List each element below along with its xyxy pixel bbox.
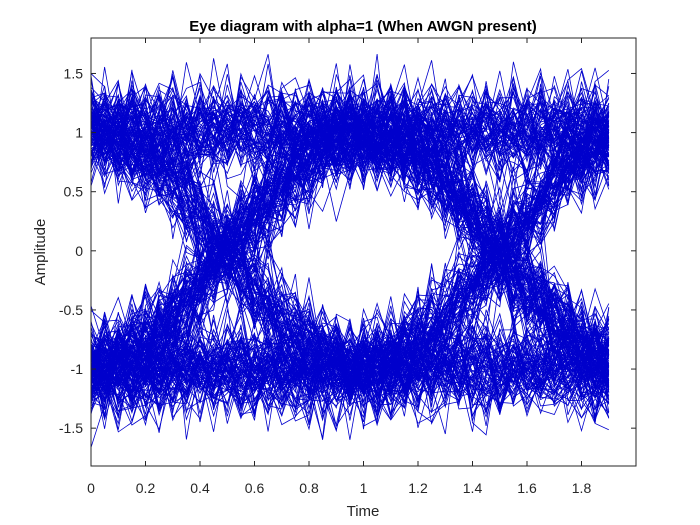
signal-trace (91, 96, 610, 349)
signal-trace (91, 89, 610, 202)
signal-trace (91, 315, 610, 409)
signal-trace (91, 67, 610, 183)
signal-trace (91, 100, 610, 395)
signal-trace (91, 86, 610, 203)
signal-trace (91, 95, 610, 362)
signal-trace (91, 99, 610, 363)
signal-trace (91, 119, 609, 395)
signal-trace (91, 98, 610, 374)
signal-trace (91, 118, 609, 409)
y-axis-label: Amplitude (32, 219, 49, 286)
signal-trace (91, 323, 609, 409)
signal-trace (91, 128, 610, 409)
signal-trace (91, 86, 610, 395)
x-tick-label: 1.8 (572, 480, 592, 496)
signal-trace (91, 87, 610, 182)
signal-trace (91, 70, 610, 198)
chart-title: Eye diagram with alpha=1 (When AWGN pres… (189, 18, 536, 35)
signal-trace (91, 62, 610, 353)
signal-trace (91, 88, 610, 178)
y-tick-label: 1.5 (64, 65, 84, 81)
signal-trace (91, 93, 610, 399)
signal-trace (91, 84, 609, 354)
x-tick-label: 1 (360, 480, 368, 496)
signal-trace (91, 326, 610, 418)
signal-trace (91, 305, 610, 432)
signal-trace (91, 73, 610, 181)
signal-trace (91, 87, 610, 417)
signal-trace (91, 119, 610, 377)
signal-trace (91, 137, 610, 426)
signal-trace (91, 74, 610, 415)
signal-trace (91, 127, 610, 407)
signal-trace (91, 96, 610, 195)
signal-trace (91, 121, 610, 377)
signal-trace (91, 83, 610, 383)
x-tick-label: 1.6 (517, 480, 537, 496)
signal-trace (91, 99, 610, 405)
x-tick-label: 0.4 (190, 480, 210, 496)
signal-trace (91, 330, 610, 420)
y-tick-label: 0 (75, 243, 83, 259)
signal-trace (91, 150, 610, 421)
y-tick-label: -1 (71, 361, 84, 377)
signal-trace (91, 120, 610, 415)
signal-trace (91, 110, 610, 433)
signal-trace (91, 69, 610, 182)
signal-traces (91, 53, 610, 448)
y-tick-label: -0.5 (59, 302, 83, 318)
signal-trace (91, 121, 610, 416)
y-tick-label: 0.5 (64, 184, 84, 200)
signal-trace (91, 329, 609, 423)
x-tick-label: 0.8 (299, 480, 319, 496)
signal-trace (91, 75, 609, 371)
signal-trace (91, 76, 610, 185)
x-tick-label: 0.2 (136, 480, 156, 496)
x-tick-label: 1.4 (463, 480, 483, 496)
x-tick-label: 0 (87, 480, 95, 496)
x-tick-label: 0.6 (245, 480, 265, 496)
signal-trace (91, 109, 610, 395)
y-tick-label: -1.5 (59, 420, 83, 436)
x-tick-label: 1.2 (408, 480, 428, 496)
x-axis-label: Time (347, 503, 380, 520)
signal-trace (91, 101, 610, 393)
x-axis-ticks: 0 0.2 0.4 0.6 0.8 1 1.2 1.4 1.6 1.8 (87, 38, 591, 496)
signal-trace (91, 99, 610, 424)
signal-trace (91, 115, 610, 404)
signal-trace (91, 75, 610, 424)
y-tick-label: 1 (75, 125, 83, 141)
y-axis-ticks: -1.5 -1 -0.5 0 0.5 1 1.5 (59, 65, 636, 436)
signal-trace (91, 106, 610, 415)
